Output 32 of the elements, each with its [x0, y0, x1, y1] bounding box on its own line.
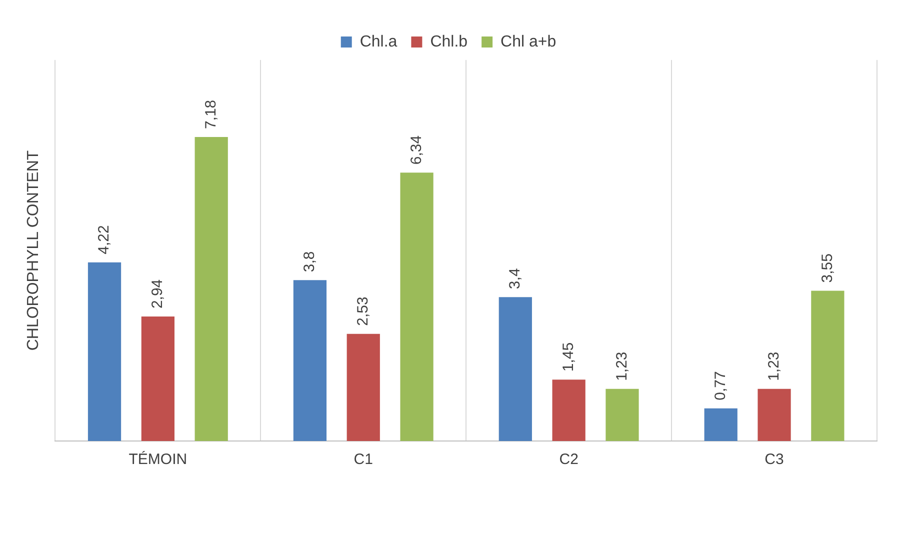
data-label: 4,22	[96, 225, 113, 254]
data-label: 3,4	[506, 268, 524, 290]
x-tick-label: C1	[354, 451, 373, 468]
bar	[141, 316, 174, 441]
x-tick-label: C2	[559, 451, 578, 468]
data-label: 7,18	[202, 100, 220, 130]
bar	[704, 408, 738, 441]
data-label: 0,77	[712, 371, 729, 400]
bar	[811, 290, 844, 441]
x-tick-label: TÉMOIN	[128, 450, 188, 468]
y-axis-title: CHLOROPHYLL CONTENT	[25, 150, 42, 351]
data-label: 2,94	[149, 279, 166, 309]
data-label: 3,8	[301, 251, 318, 272]
bar	[346, 334, 380, 441]
data-label: 6,34	[408, 135, 425, 165]
bar	[758, 388, 791, 441]
legend-label: Chl a+b	[500, 33, 556, 50]
bar	[606, 388, 639, 441]
x-tick-label: C3	[764, 451, 784, 468]
bar	[400, 172, 434, 441]
data-label: 1,23	[765, 352, 782, 381]
bar	[88, 262, 122, 441]
data-label: 1,23	[613, 352, 630, 381]
data-label: 1,45	[560, 342, 577, 372]
bar	[552, 380, 586, 441]
bar	[498, 297, 532, 441]
legend-label: Chl.a	[360, 33, 398, 50]
data-label: 2,53	[354, 296, 372, 326]
bar	[293, 280, 327, 441]
legend-label: Chl.b	[430, 33, 468, 50]
bar	[194, 137, 228, 441]
data-label: 3,55	[818, 254, 836, 283]
